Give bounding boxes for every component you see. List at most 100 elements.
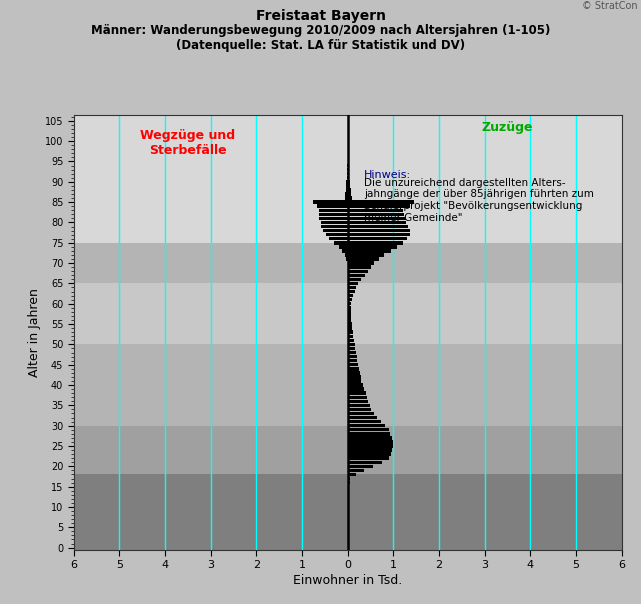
- Bar: [347, 196, 353, 200]
- Bar: [319, 208, 347, 212]
- Bar: [347, 485, 349, 489]
- Bar: [347, 249, 391, 252]
- Bar: [347, 310, 351, 313]
- Bar: [347, 205, 410, 208]
- Bar: [346, 180, 347, 184]
- Bar: [347, 294, 353, 297]
- Bar: [347, 233, 410, 236]
- Bar: [347, 237, 407, 240]
- Bar: [74, 344, 622, 426]
- Bar: [317, 205, 347, 208]
- Text: (Datenquelle: Stat. LA für Statistik und DV): (Datenquelle: Stat. LA für Statistik und…: [176, 39, 465, 53]
- Bar: [346, 184, 347, 188]
- Bar: [74, 283, 622, 344]
- Bar: [347, 314, 351, 318]
- Bar: [347, 428, 389, 431]
- Bar: [347, 391, 365, 395]
- Bar: [347, 274, 365, 277]
- Bar: [347, 416, 378, 419]
- Bar: [347, 217, 406, 220]
- Bar: [347, 452, 391, 456]
- Bar: [347, 302, 351, 306]
- Bar: [347, 400, 368, 403]
- Bar: [346, 257, 347, 261]
- Bar: [347, 473, 356, 476]
- Bar: [347, 403, 370, 407]
- Bar: [347, 396, 367, 399]
- Bar: [347, 262, 374, 265]
- Bar: [347, 208, 403, 212]
- Bar: [74, 115, 622, 243]
- Bar: [347, 278, 362, 281]
- Bar: [74, 426, 622, 475]
- Bar: [347, 355, 357, 358]
- Bar: [345, 253, 347, 257]
- Bar: [347, 359, 357, 362]
- Bar: [347, 339, 354, 342]
- Bar: [347, 460, 382, 464]
- Bar: [347, 432, 390, 435]
- Bar: [326, 233, 347, 236]
- Bar: [322, 229, 347, 233]
- Bar: [347, 184, 350, 188]
- Text: Wegzüge und
Sterbefälle: Wegzüge und Sterbefälle: [140, 129, 235, 157]
- Bar: [347, 225, 408, 228]
- Y-axis label: Alter in Jahren: Alter in Jahren: [28, 288, 40, 377]
- Bar: [347, 265, 372, 269]
- Bar: [347, 323, 352, 326]
- Bar: [347, 168, 349, 172]
- Bar: [334, 241, 347, 245]
- Bar: [347, 412, 374, 415]
- Bar: [347, 269, 369, 273]
- Bar: [347, 220, 406, 224]
- Text: Männer: Wanderungsbewegung 2010/2009 nach Altersjahren (1-105): Männer: Wanderungsbewegung 2010/2009 nac…: [91, 24, 550, 37]
- Bar: [347, 192, 351, 196]
- Bar: [347, 379, 362, 383]
- Bar: [347, 306, 351, 309]
- Bar: [347, 326, 353, 330]
- Bar: [347, 363, 358, 367]
- Bar: [347, 367, 359, 370]
- Bar: [347, 371, 360, 374]
- Bar: [347, 172, 349, 175]
- Bar: [347, 201, 414, 204]
- Bar: [347, 281, 358, 285]
- Bar: [74, 475, 622, 550]
- Bar: [347, 318, 351, 322]
- Bar: [347, 330, 353, 334]
- Bar: [347, 188, 351, 191]
- Bar: [347, 375, 360, 379]
- Bar: [347, 335, 353, 338]
- Bar: [347, 477, 351, 480]
- Bar: [347, 347, 355, 350]
- Bar: [347, 229, 410, 233]
- Bar: [345, 196, 347, 200]
- Bar: [347, 351, 356, 355]
- Text: Freistaat Bayern: Freistaat Bayern: [256, 9, 385, 23]
- Bar: [347, 457, 389, 460]
- Bar: [347, 420, 381, 423]
- X-axis label: Einwohner in Tsd.: Einwohner in Tsd.: [293, 574, 403, 587]
- Bar: [347, 241, 403, 245]
- Bar: [347, 408, 372, 411]
- Bar: [321, 225, 347, 228]
- Bar: [347, 253, 384, 257]
- Bar: [347, 213, 404, 216]
- Bar: [347, 176, 349, 179]
- Bar: [347, 445, 394, 448]
- Bar: [319, 217, 347, 220]
- Bar: [347, 481, 349, 484]
- Bar: [329, 237, 347, 240]
- Bar: [338, 245, 347, 249]
- Bar: [346, 188, 347, 191]
- Bar: [347, 180, 349, 184]
- Text: © StratCon: © StratCon: [582, 1, 638, 11]
- Bar: [347, 387, 364, 391]
- Bar: [347, 424, 385, 428]
- Bar: [347, 448, 392, 452]
- Bar: [347, 440, 394, 444]
- Bar: [74, 243, 622, 283]
- Bar: [345, 192, 347, 196]
- Text: Zuzüge: Zuzüge: [482, 121, 533, 134]
- Bar: [319, 213, 347, 216]
